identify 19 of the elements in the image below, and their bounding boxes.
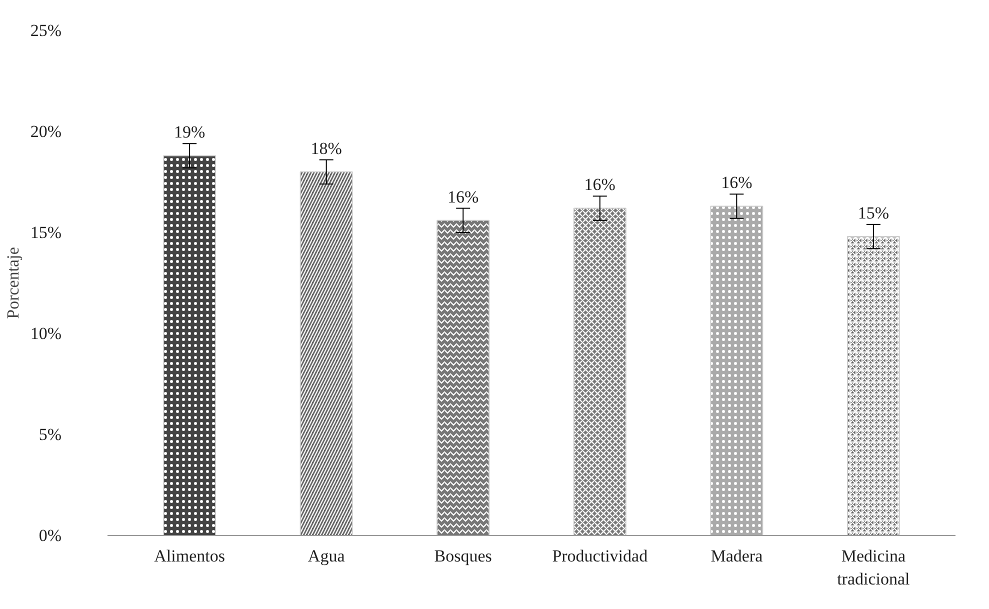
data-label: 15% <box>858 203 890 222</box>
x-tick-label: Medicina tradicional <box>837 546 910 588</box>
data-label: 16% <box>721 173 752 192</box>
y-tick-label: 5% <box>38 425 62 444</box>
y-tick-label: 15% <box>30 223 62 242</box>
y-tick-label: 20% <box>30 122 62 141</box>
x-tick-label: Alimentos <box>154 546 225 566</box>
y-axis-title: Porcentaje <box>3 247 22 319</box>
x-tick-label: Bosques <box>434 546 492 566</box>
data-label: 19% <box>174 122 206 142</box>
x-tick-label: Agua <box>308 546 346 566</box>
y-tick-label: 0% <box>38 526 62 545</box>
x-tick-label: Madera <box>710 546 764 566</box>
data-label: 16% <box>584 175 616 194</box>
data-label: 18% <box>310 138 342 158</box>
x-tick-label: Productividad <box>552 546 648 566</box>
y-tick-label: 25% <box>30 21 62 40</box>
data-label: 16% <box>448 187 479 206</box>
y-tick-label: 10% <box>30 324 62 343</box>
